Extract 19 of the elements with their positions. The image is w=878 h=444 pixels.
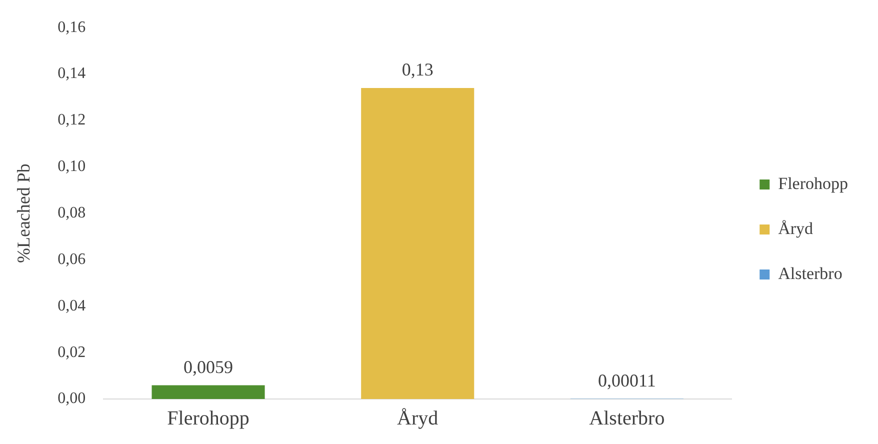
data-label: 0,0059 bbox=[184, 357, 234, 378]
y-tick-label: 0,10 bbox=[58, 158, 86, 176]
y-tick-label: 0,06 bbox=[58, 250, 86, 268]
x-tick-label: Flerohopp bbox=[167, 407, 250, 430]
legend-label: Åryd bbox=[778, 218, 814, 238]
y-tick-label: 0,12 bbox=[58, 112, 86, 129]
y-tick-label: 0,14 bbox=[58, 65, 86, 82]
legend-label: Flerohopp bbox=[778, 174, 848, 193]
data-label: 0,00011 bbox=[598, 370, 656, 390]
x-tick-label: Åryd bbox=[397, 407, 438, 430]
y-tick-label: 0,04 bbox=[58, 297, 86, 314]
y-tick-label: 0,08 bbox=[58, 204, 86, 222]
legend-label: Alsterbro bbox=[778, 264, 842, 283]
x-tick-label: Alsterbro bbox=[589, 407, 665, 430]
y-tick-label: 0,16 bbox=[58, 18, 86, 36]
y-axis-title: %Leached Pb bbox=[14, 164, 34, 264]
y-tick-label: 0,00 bbox=[58, 390, 86, 408]
y-tick-label: 0,02 bbox=[58, 344, 86, 361]
data-label: 0,13 bbox=[402, 60, 434, 80]
